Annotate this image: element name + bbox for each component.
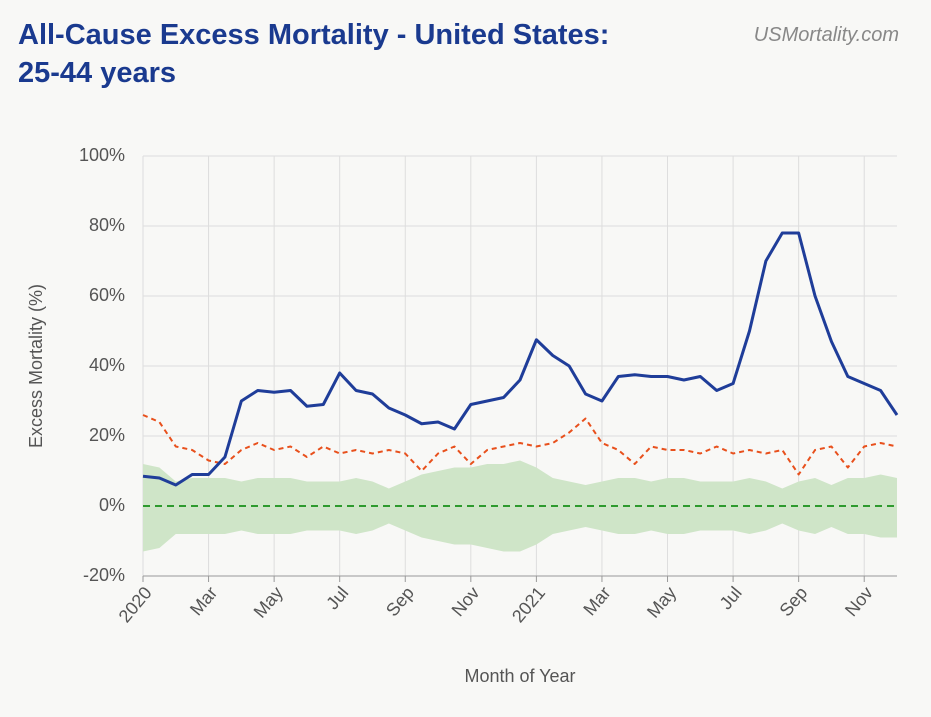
y-tick-label: 80% [89,215,125,235]
x-tick-label: May [250,583,287,622]
y-tick-label: 100% [79,145,125,165]
x-tick-label: 2020 [115,583,156,627]
y-tick-label: 40% [89,355,125,375]
y-tick-label: 60% [89,285,125,305]
chart-title: All-Cause Excess Mortality - United Stat… [18,19,610,89]
x-tick-label: Sep [775,583,811,620]
x-tick-label: Jul [322,583,352,613]
series-line [142,414,898,476]
x-tick-label: Mar [186,583,221,620]
x-tick-label: Mar [579,583,614,620]
series-line [142,231,899,487]
x-axis-label: Month of Year [464,666,575,686]
y-axis-label: Excess Mortality (%) [26,284,46,448]
y-tick-label: 20% [89,425,125,445]
x-tick-label: Nov [841,583,877,620]
source: USMortality.com [753,24,899,46]
y-tick-label: -20% [83,565,125,585]
x-tick-label: 2021 [508,583,549,627]
x-tick-label: Jul [716,583,746,613]
y-tick-label: 0% [99,495,125,515]
x-tick-label: May [643,583,680,622]
x-tick-label: Nov [448,583,484,620]
x-tick-label: Sep [382,583,418,620]
